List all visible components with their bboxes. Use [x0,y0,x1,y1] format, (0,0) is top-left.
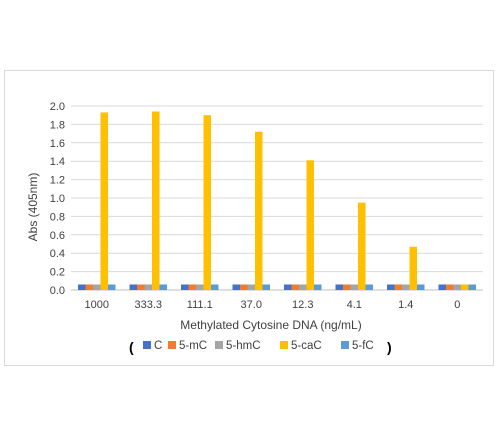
bar-5-fc-333.3 [159,284,167,290]
bar-5-hmc-1000 [93,284,101,290]
y-tick-label: 1.6 [50,138,65,150]
x-axis-title: Methylated Cytosine DNA (ng/mL) [180,318,361,332]
bar-5-cac-0 [461,284,469,290]
bar-5-fc-1000 [108,284,116,290]
bar-5-fc-111.1 [211,284,219,290]
legend-swatch-5-cac [280,341,288,349]
legend-label-5-mc: 5-mC [179,340,207,352]
x-tick-label: 4.1 [347,299,362,311]
legend-swatch-5-hmc [215,341,223,349]
bar-5-cac-12.3 [306,160,314,290]
bar-c-111.1 [181,284,189,290]
bar-chart: 0.0 0.2 0.4 0.6 0.8 1.0 1.2 1.4 1.6 1.8 2.0 1000 33… [26,101,483,355]
bar-5-cac-37.0 [255,131,263,290]
x-tick-label: 1.4 [398,299,413,311]
bar-5-cac-4.1 [358,202,366,290]
bar-5-hmc-333.3 [144,284,152,290]
y-tick-label: 1.4 [50,156,65,168]
x-tick-label: 333.3 [134,299,162,311]
bar-5-cac-1.4 [409,246,417,290]
legend-swatch-5-fc [341,341,349,349]
x-tick-label: 1000 [85,299,109,311]
legend-label-5-fc: 5-fC [352,340,374,352]
y-tick-label: 0.6 [50,230,65,242]
y-tick-label: 1.2 [50,175,65,187]
bar-5-fc-4.1 [365,284,373,290]
bar-5-cac-333.3 [152,111,160,290]
bar-5-hmc-4.1 [350,284,358,290]
legend-swatch-c [143,341,151,349]
bar-c-37.0 [232,284,240,290]
bar-5-hmc-0 [453,284,461,290]
bar-5-mc-0 [446,284,454,290]
bar-5-cac-111.1 [203,115,211,290]
legend-open-paren: ( [129,339,134,355]
y-tick-labels: 0.0 0.2 0.4 0.6 0.8 1.0 1.2 1.4 1.6 1.8 2.0 [50,101,65,297]
y-tick-label: 1.0 [50,193,65,205]
x-tick-label: 12.3 [292,299,313,311]
bar-c-4.1 [335,284,343,290]
legend-label-c: C [154,340,162,352]
bar-c-333.3 [129,284,137,290]
bar-5-cac-1000 [100,112,108,290]
y-tick-label: 2.0 [50,101,65,113]
bar-5-hmc-37.0 [247,284,255,290]
y-tick-label: 0.2 [50,267,65,279]
legend-close-paren: ) [387,339,392,355]
bar-5-fc-1.4 [417,284,425,290]
bar-c-0 [438,284,446,290]
bar-5-hmc-111.1 [196,284,204,290]
bar-5-mc-37.0 [240,284,248,290]
bar-5-fc-37.0 [262,284,270,290]
bar-c-12.3 [284,284,292,290]
bar-c-1000 [78,284,86,290]
bar-5-mc-1000 [85,284,93,290]
y-tick-label: 0.4 [50,248,65,260]
bar-5-fc-12.3 [314,284,322,290]
x-tick-label: 0 [454,299,460,311]
legend: ( ) C 5-mC 5-hmC 5-caC 5-fC [129,339,392,355]
gridlines [71,105,483,291]
bar-5-mc-111.1 [188,284,196,290]
bar-c-1.4 [387,284,395,290]
legend-label-5-cac: 5-caC [291,340,322,352]
y-tick-label: 0.0 [50,285,65,297]
bar-5-hmc-12.3 [299,284,307,290]
y-axis-title: Abs (405nm) [26,173,40,242]
chart-frame: 0.0 0.2 0.4 0.6 0.8 1.0 1.2 1.4 1.6 1.8 2.0 1000 33… [4,70,494,366]
bar-5-hmc-1.4 [402,284,410,290]
legend-label-5-hmc: 5-hmC [226,340,261,352]
bars [78,111,476,290]
bar-5-mc-1.4 [394,284,402,290]
bar-5-mc-333.3 [137,284,145,290]
bar-5-mc-12.3 [291,284,299,290]
bar-5-mc-4.1 [343,284,351,290]
x-tick-label: 111.1 [187,299,213,311]
legend-swatch-5-mc [168,341,176,349]
x-tick-label: 37.0 [241,299,262,311]
y-tick-label: 0.8 [50,211,65,223]
bar-5-fc-0 [468,284,476,290]
y-tick-label: 1.8 [50,119,65,131]
x-tick-labels: 1000 333.3 111.1 37.0 12.3 4.1 1.4 0 [85,299,461,311]
